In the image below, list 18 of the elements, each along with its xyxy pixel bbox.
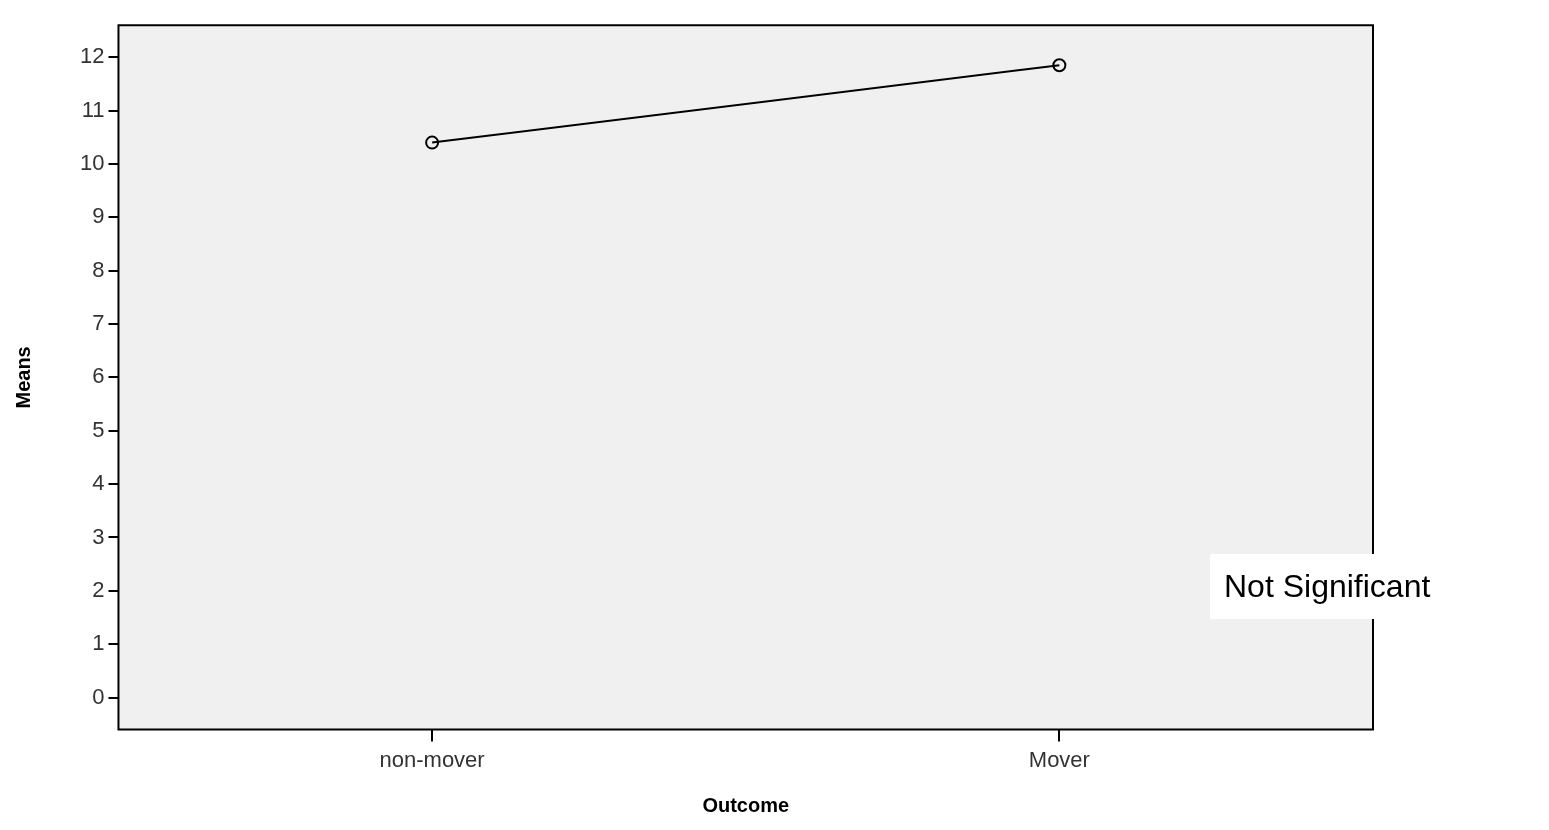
y-tick-label: 8 — [92, 256, 105, 282]
y-tick-label: 3 — [92, 523, 105, 549]
y-tick-label: 2 — [92, 576, 105, 602]
y-tick-label: 0 — [92, 683, 105, 709]
y-tick-label: 9 — [92, 203, 105, 229]
x-tick-label: non-mover — [379, 746, 485, 772]
y-tick-label: 11 — [81, 96, 105, 122]
x-axis-title: Outcome — [702, 793, 790, 816]
y-axis-title: Means — [11, 346, 34, 409]
y-tick-label: 1 — [92, 630, 105, 656]
y-tick-label: 4 — [92, 470, 105, 496]
y-tick-label: 6 — [92, 363, 105, 389]
annotation: Not Significant — [1210, 554, 1445, 619]
x-tick-label: Mover — [1028, 746, 1090, 772]
y-tick-label: 10 — [79, 150, 105, 176]
y-tick-label: 7 — [92, 310, 105, 336]
y-tick-label: 12 — [79, 43, 105, 69]
y-tick-label: 5 — [92, 416, 105, 442]
